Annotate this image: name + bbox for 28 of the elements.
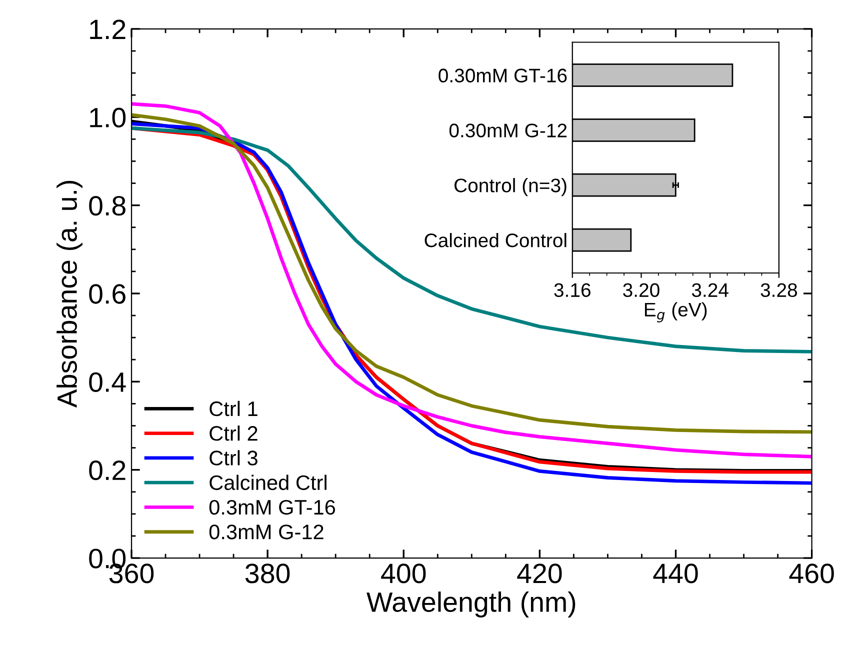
y-tick-label: 0.8 [89,196,126,216]
x-axis-title: Wavelength (nm) [366,592,576,618]
x-tick-label: 3.20 [623,283,660,298]
y-tick-label: 1.2 [90,20,126,39]
y-tick-label: 0.30mM GT-16 [438,68,567,82]
x-tick-label: 3.28 [760,283,798,298]
legend-label: Ctrl 2 [210,426,258,441]
y-tick-label: 0.30mM G-12 [449,124,567,138]
y-tick-label: 0.4 [89,372,126,392]
x-tick-label: 3.24 [692,283,728,298]
x-tick-label: 3.16 [554,283,590,298]
x-tick-label: 440 [653,564,698,584]
x-tick-label: 460 [789,564,834,584]
y-tick-label: 0.6 [89,284,126,304]
legend-label: 0.3mM G-12 [209,524,324,540]
y-tick-label: Calcined Control [424,232,566,248]
x-tick-label: 400 [381,564,426,584]
legend-label: Ctrl 1 [210,400,258,416]
legend-label: Ctrl 3 [210,450,258,466]
x-tick-label: 380 [245,564,290,584]
legend-label: Calcined Ctrl [210,474,326,490]
y-tick-label: 0.2 [89,460,126,480]
y-tick-label: Control (n=3) [454,178,566,196]
x-axis-title: E$_{g}$ (eV) [644,302,707,322]
legend-label: 0.3mM GT-16 [209,500,336,515]
x-tick-label: 420 [517,564,562,584]
y-axis-title: Absorbance (a. u.) [56,180,82,408]
y-tick-label: 1.0 [90,108,126,128]
